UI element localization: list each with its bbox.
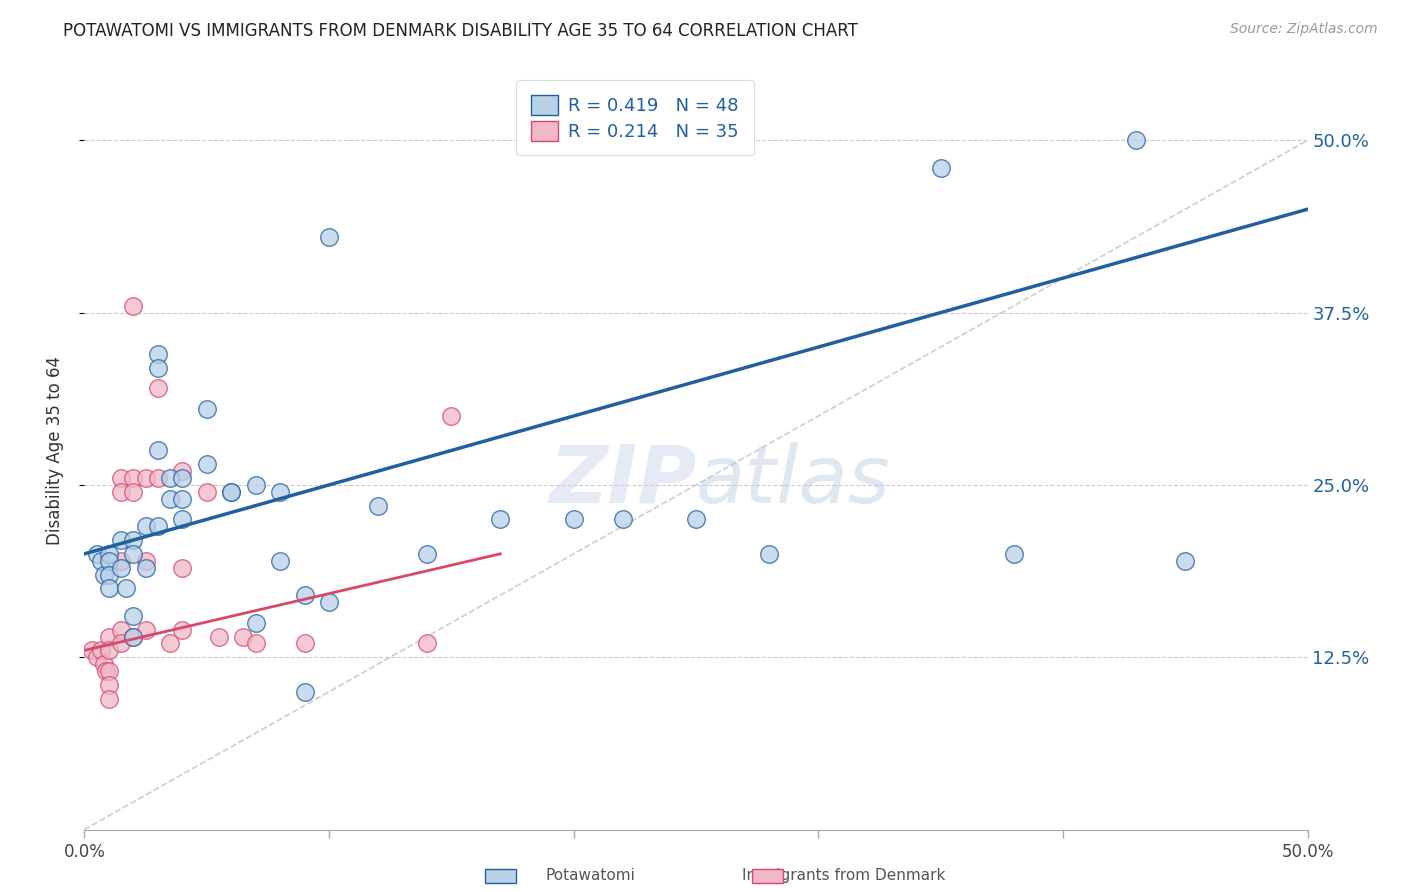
Point (195, 402, 218, 417)
Point (110, 554, 132, 568)
Point (96, 664, 118, 678)
Point (97, 554, 120, 568)
Point (80, 643, 103, 657)
Legend: R = 0.419   N = 48, R = 0.214   N = 35: R = 0.419 N = 48, R = 0.214 N = 35 (516, 80, 754, 155)
Point (110, 623, 132, 637)
Point (122, 608, 145, 623)
Point (318, 595, 340, 609)
Point (245, 478, 267, 492)
Point (245, 636, 267, 650)
Point (97, 567, 120, 582)
Point (159, 491, 181, 506)
Point (97, 582, 120, 596)
Point (159, 471, 181, 485)
Point (135, 623, 157, 637)
Point (86, 547, 108, 561)
Point (416, 547, 439, 561)
Point (97, 678, 120, 692)
Point (122, 299, 145, 313)
Point (110, 636, 132, 650)
Point (929, 161, 952, 175)
Point (219, 484, 242, 499)
Point (195, 457, 218, 471)
Point (135, 560, 157, 574)
Text: atlas: atlas (696, 442, 891, 520)
Point (93, 567, 115, 582)
Point (562, 512, 585, 526)
Point (122, 630, 145, 644)
Point (172, 623, 194, 637)
Point (146, 519, 169, 533)
Point (367, 499, 389, 513)
Point (97, 643, 120, 657)
Point (110, 533, 132, 547)
Point (135, 554, 157, 568)
Point (110, 484, 132, 499)
Text: Immigrants from Denmark: Immigrants from Denmark (742, 869, 945, 883)
Point (294, 588, 316, 602)
Point (97, 547, 120, 561)
Point (122, 547, 145, 561)
Point (122, 630, 145, 644)
Point (146, 381, 169, 395)
Point (269, 554, 291, 568)
Point (86, 650, 108, 665)
Point (172, 560, 194, 574)
Point (612, 512, 634, 526)
Point (172, 491, 194, 506)
Point (318, 229, 340, 244)
Point (159, 636, 181, 650)
Point (146, 471, 169, 485)
Point (122, 533, 145, 547)
Point (97, 691, 120, 706)
Point (146, 443, 169, 458)
Point (97, 630, 120, 644)
Point (1174, 554, 1197, 568)
Point (172, 512, 194, 526)
Point (172, 464, 194, 478)
Point (232, 630, 254, 644)
Text: POTAWATOMI VS IMMIGRANTS FROM DENMARK DISABILITY AGE 35 TO 64 CORRELATION CHART: POTAWATOMI VS IMMIGRANTS FROM DENMARK DI… (63, 22, 858, 40)
Point (90, 643, 112, 657)
Point (110, 560, 132, 574)
Point (110, 471, 132, 485)
Point (172, 471, 194, 485)
Point (195, 484, 218, 499)
Point (146, 360, 169, 375)
Point (97, 664, 120, 678)
Point (122, 484, 145, 499)
Point (135, 471, 157, 485)
Point (115, 582, 138, 596)
Point (758, 547, 780, 561)
Point (440, 409, 463, 423)
Text: Potawatomi: Potawatomi (546, 869, 636, 883)
Text: ZIP: ZIP (548, 442, 696, 520)
Point (1002, 547, 1025, 561)
Point (146, 347, 169, 361)
Point (245, 615, 267, 630)
Point (208, 630, 231, 644)
Point (416, 636, 439, 650)
Point (489, 512, 512, 526)
Point (135, 519, 157, 533)
Point (219, 484, 242, 499)
Text: Source: ZipAtlas.com: Source: ZipAtlas.com (1230, 22, 1378, 37)
Point (122, 471, 145, 485)
Point (294, 636, 316, 650)
Point (685, 512, 707, 526)
Point (90, 554, 112, 568)
Point (1125, 133, 1147, 147)
Point (93, 657, 115, 672)
Point (294, 684, 316, 698)
Y-axis label: Disability Age 35 to 64: Disability Age 35 to 64 (45, 356, 63, 545)
Point (269, 484, 291, 499)
